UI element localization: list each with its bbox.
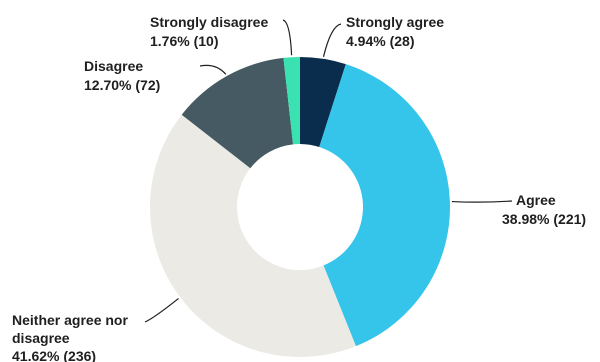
slice-neither-agree-nor-disagree xyxy=(150,114,356,358)
label-strongly-agree-value: 4.94% (28) xyxy=(346,33,414,49)
leader-neither xyxy=(144,297,179,323)
label-neither-name-line1: Neither agree nor xyxy=(12,312,128,328)
label-disagree-value: 12.70% (72) xyxy=(84,77,160,93)
slice-strongly-disagree xyxy=(283,57,300,145)
label-strongly-disagree-name: Strongly disagree xyxy=(150,14,268,30)
label-strongly-disagree-value: 1.76% (10) xyxy=(150,33,218,49)
slice-strongly-agree xyxy=(300,57,346,148)
label-agree-value: 38.98% (221) xyxy=(502,211,586,227)
donut-slices xyxy=(150,57,450,358)
label-neither-value: 41.62% (236) xyxy=(12,348,96,362)
slice-agree xyxy=(319,64,450,347)
label-neither-name-line2: disagree xyxy=(12,330,70,346)
leader-strongly-disagree xyxy=(282,19,293,56)
slice-labels: Strongly agree 4.94% (28) Agree 38.98% (… xyxy=(12,14,586,362)
label-disagree-name: Disagree xyxy=(84,58,143,74)
leader-strongly-agree xyxy=(322,23,342,57)
leader-agree xyxy=(451,200,513,203)
label-strongly-agree-name: Strongly agree xyxy=(346,14,444,30)
leader-lines xyxy=(144,19,513,323)
slice-disagree xyxy=(181,57,294,169)
label-agree-name: Agree xyxy=(516,192,556,208)
leader-disagree xyxy=(199,64,227,75)
